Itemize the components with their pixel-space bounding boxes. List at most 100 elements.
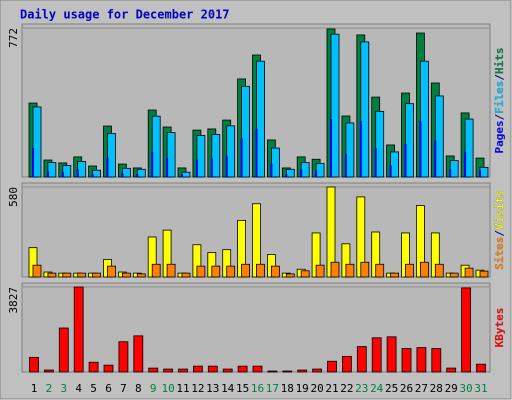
x-tick-label: 16: [251, 382, 264, 395]
bar: [88, 361, 99, 373]
bar: [91, 174, 94, 177]
bar: [416, 347, 427, 373]
bar: [107, 265, 116, 278]
bar: [479, 166, 489, 178]
x-tick-label: 28: [430, 382, 443, 395]
bar: [315, 163, 325, 178]
bar: [256, 60, 265, 178]
bar: [211, 134, 221, 178]
legend: Sites/Visits: [493, 190, 506, 270]
bar: [151, 151, 154, 177]
bar: [241, 263, 251, 278]
x-tick-label: 31: [474, 382, 487, 395]
bar: [330, 119, 332, 177]
bar: [136, 273, 146, 278]
bar: [226, 125, 236, 178]
legend-entry: Files: [493, 81, 506, 114]
bar: [226, 265, 236, 278]
x-tick-label: 29: [445, 382, 458, 395]
bar: [32, 106, 42, 178]
bar: [240, 138, 243, 177]
x-tick-label: 15: [236, 382, 249, 395]
x-tick-label: 7: [120, 382, 127, 395]
bar: [359, 121, 362, 177]
bar: [285, 168, 295, 178]
bar: [196, 265, 206, 278]
x-tick-label: 1: [31, 382, 38, 395]
x-tick-label: 12: [191, 382, 204, 395]
bar: [178, 368, 188, 373]
bar: [47, 272, 57, 278]
bar: [315, 170, 318, 177]
bar: [479, 170, 481, 177]
x-tick-label: 24: [370, 382, 384, 395]
bar: [464, 267, 474, 278]
bar: [195, 159, 198, 177]
bar: [356, 346, 367, 373]
x-tick-label: 9: [150, 382, 157, 395]
bar: [44, 369, 54, 373]
legend: Pages/Files/Hits: [493, 48, 506, 154]
y-tick-label: 3827: [7, 287, 20, 314]
bar: [375, 263, 385, 278]
bar: [419, 60, 429, 178]
bar: [256, 263, 265, 278]
bar: [360, 41, 370, 178]
bar: [404, 144, 407, 177]
bar: [405, 103, 414, 178]
bar: [446, 367, 457, 373]
bar: [476, 363, 486, 373]
bar: [255, 128, 258, 177]
bar: [282, 370, 293, 373]
bar: [148, 367, 159, 373]
legend-separator: /: [493, 74, 506, 81]
bar: [464, 118, 474, 178]
bar: [312, 368, 323, 373]
bar: [330, 33, 340, 178]
bar: [166, 157, 169, 177]
bar: [341, 355, 352, 373]
legend-separator: /: [493, 230, 506, 237]
x-tick-label: 8: [135, 382, 142, 395]
bar: [136, 168, 146, 178]
x-tick-label: 30: [459, 382, 472, 395]
chart-title: Daily usage for December 2017: [20, 8, 230, 22]
bar: [166, 263, 176, 278]
bar: [58, 327, 69, 373]
bar: [151, 263, 161, 278]
bar: [390, 151, 400, 178]
legend-entry: Visits: [493, 190, 506, 230]
bar: [434, 140, 437, 177]
bar: [211, 265, 221, 278]
panel: [21, 282, 491, 373]
bar: [122, 272, 131, 278]
x-tick-label: 18: [281, 382, 294, 395]
legend: KBytes: [493, 308, 506, 348]
bar: [375, 110, 385, 178]
x-tick-label: 21: [325, 382, 338, 395]
x-tick-label: 14: [221, 382, 235, 395]
bar: [76, 169, 79, 177]
x-tick-label: 26: [400, 382, 413, 395]
bar: [270, 265, 280, 278]
x-tick-label: 6: [105, 382, 112, 395]
y-tick-label: 772: [7, 28, 20, 48]
bar: [225, 155, 228, 177]
bar: [401, 348, 412, 373]
bar: [270, 147, 280, 178]
bar: [449, 160, 459, 178]
bar: [61, 172, 64, 177]
x-tick-label: 27: [415, 382, 428, 395]
x-tick-label: 20: [310, 382, 323, 395]
bar: [121, 173, 124, 177]
bar: [386, 336, 397, 373]
bar: [196, 135, 206, 178]
bar: [344, 153, 347, 177]
bar: [434, 95, 444, 178]
bar: [389, 165, 392, 177]
x-tick-label: 11: [176, 382, 189, 395]
legend-separator: /: [493, 113, 506, 120]
y-tick-label: 580: [7, 187, 20, 207]
x-tick-label: 2: [46, 382, 53, 395]
